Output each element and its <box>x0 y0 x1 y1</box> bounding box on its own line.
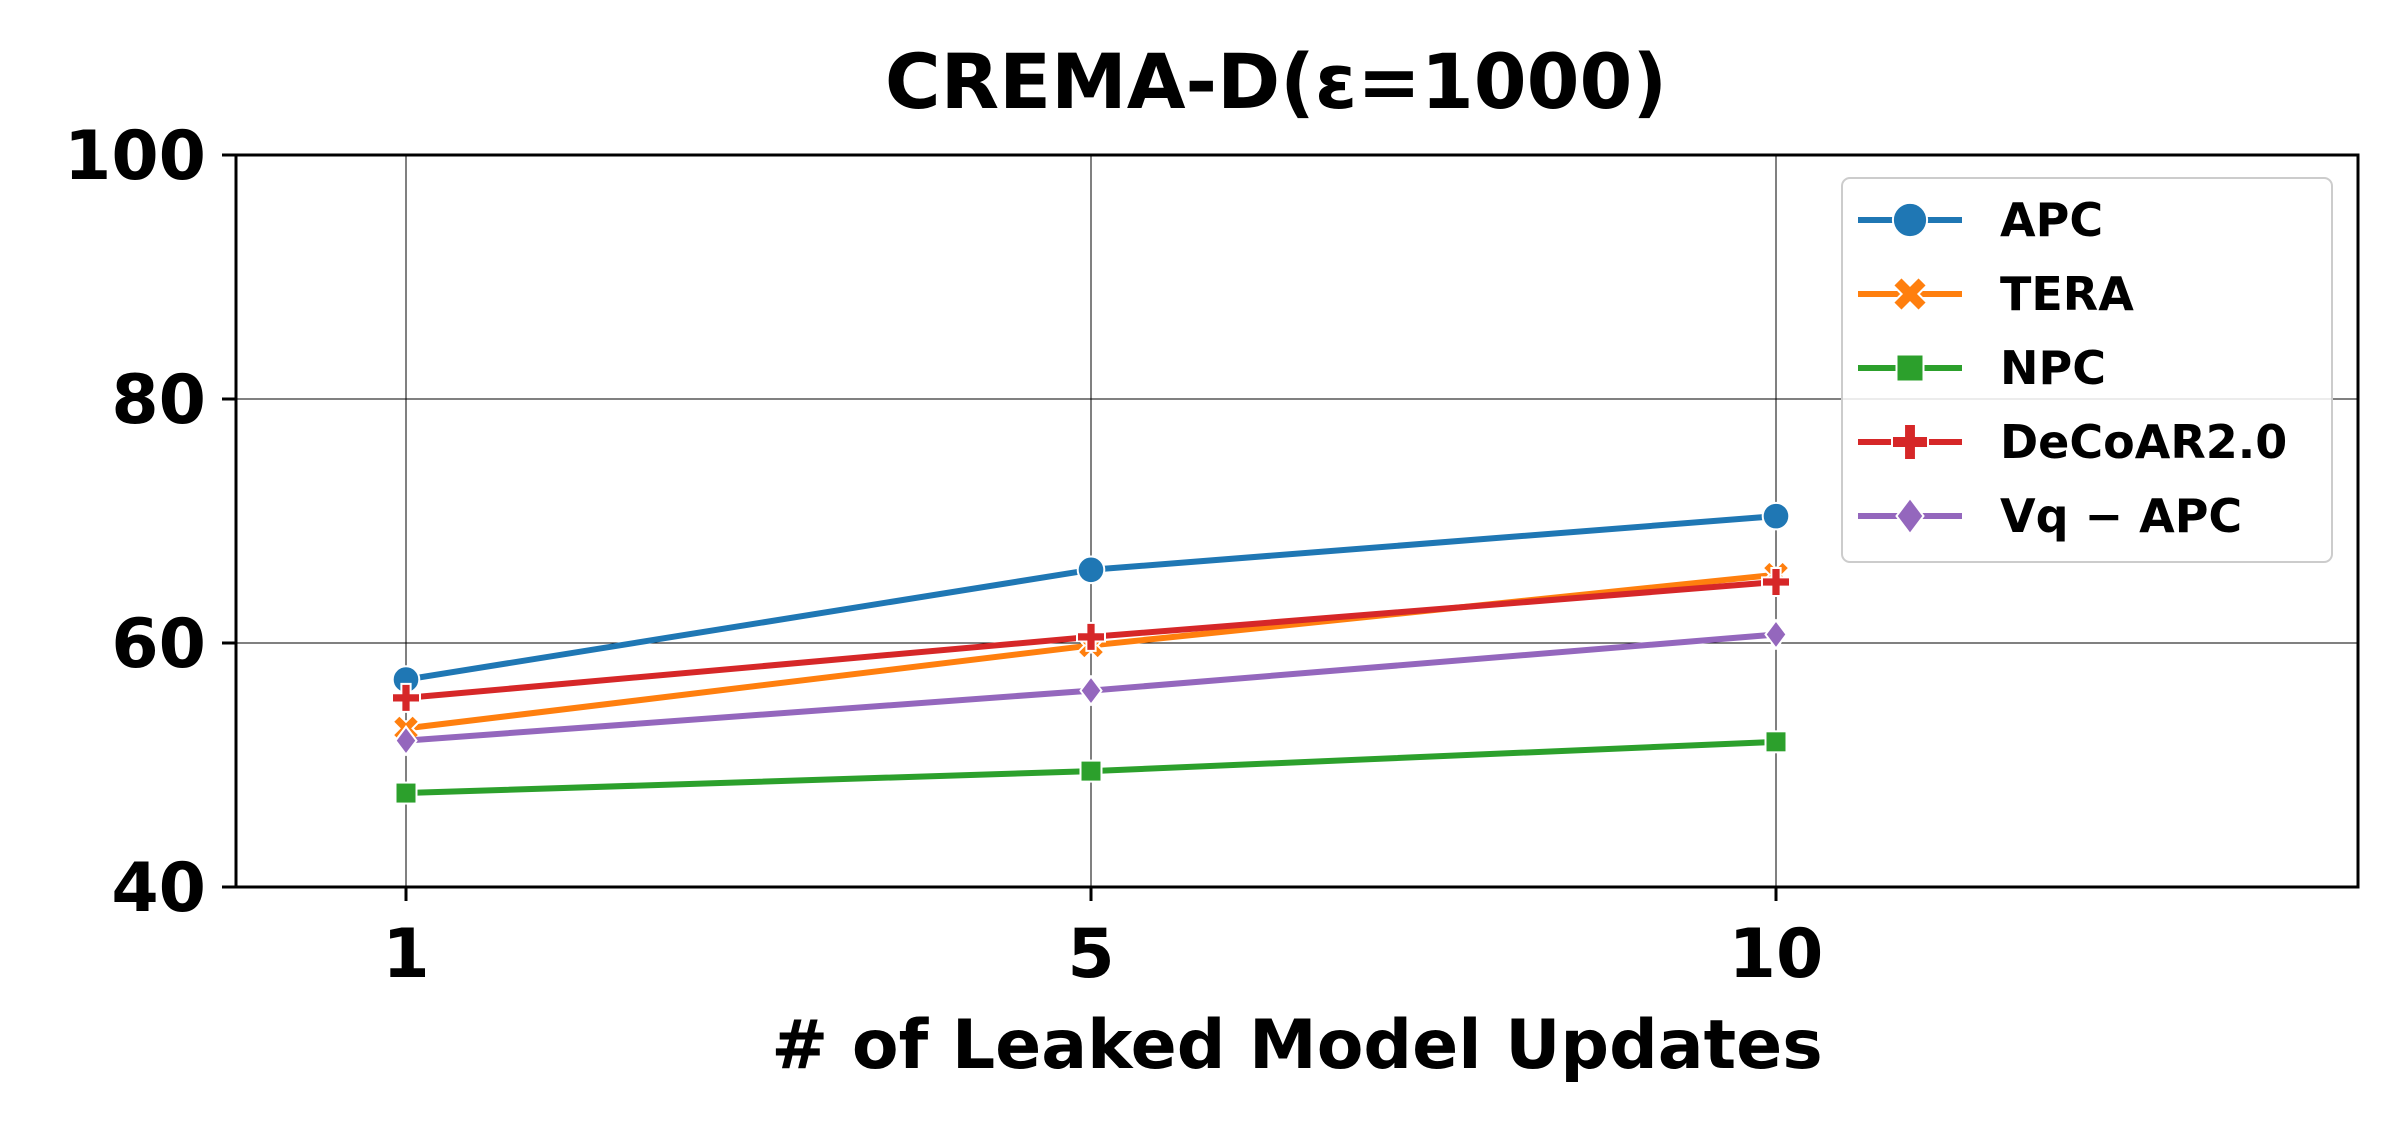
series-vq-apc <box>394 618 1788 757</box>
y-tick-label: 60 <box>111 605 206 684</box>
x-tick-label: 5 <box>1067 915 1114 994</box>
x-tick-label: 10 <box>1729 915 1824 994</box>
legend-entry: NPC <box>1858 341 2106 395</box>
series-group <box>391 501 1791 805</box>
legend: APC TERA NPC DeCoAR2.0 Vq − APC <box>1841 177 2333 563</box>
x-tick-label: 1 <box>382 915 429 994</box>
data-point <box>394 724 418 757</box>
legend-entry: TERA <box>1858 267 2134 321</box>
legend-label: NPC <box>2000 341 2106 395</box>
legend-entry: DeCoAR2.0 <box>1858 415 2287 469</box>
data-point <box>1761 501 1791 531</box>
chart-title: CREMA-D(ε=1000) <box>885 37 1667 126</box>
y-tick-label: 100 <box>64 117 206 196</box>
ticks: 1 5 10 40 60 80 100 <box>64 117 1823 994</box>
series-apc <box>391 501 1791 694</box>
legend-label: APC <box>2000 193 2103 247</box>
legend-marker <box>1895 496 1925 536</box>
legend-marker <box>1891 423 1929 461</box>
data-point <box>1076 621 1106 652</box>
legend-entry: APC <box>1858 193 2103 247</box>
series-decoar2-0 <box>391 567 1791 713</box>
data-point <box>1079 674 1103 707</box>
legend-marker <box>1891 201 1929 239</box>
data-point <box>1079 759 1103 783</box>
data-point <box>394 781 418 805</box>
legend-label: DeCoAR2.0 <box>2000 415 2287 469</box>
series-npc <box>394 730 1788 805</box>
y-tick-label: 80 <box>111 361 206 440</box>
legend-entry: Vq − APC <box>1858 489 2242 543</box>
data-point <box>391 682 421 713</box>
data-point <box>1764 618 1788 651</box>
plot-area-frame <box>234 153 2360 889</box>
legend-marker <box>1891 275 1929 313</box>
data-point <box>1764 730 1788 754</box>
legend-marker <box>1895 353 1925 383</box>
legend-box <box>1841 177 2333 563</box>
legend-label: TERA <box>2000 267 2134 321</box>
data-point <box>1761 567 1791 597</box>
x-axis-label: # of Leaked Model Updates <box>771 1006 1823 1085</box>
data-point <box>1076 555 1106 585</box>
legend-label: Vq − APC <box>2000 489 2242 543</box>
y-tick-label: 40 <box>111 849 206 928</box>
